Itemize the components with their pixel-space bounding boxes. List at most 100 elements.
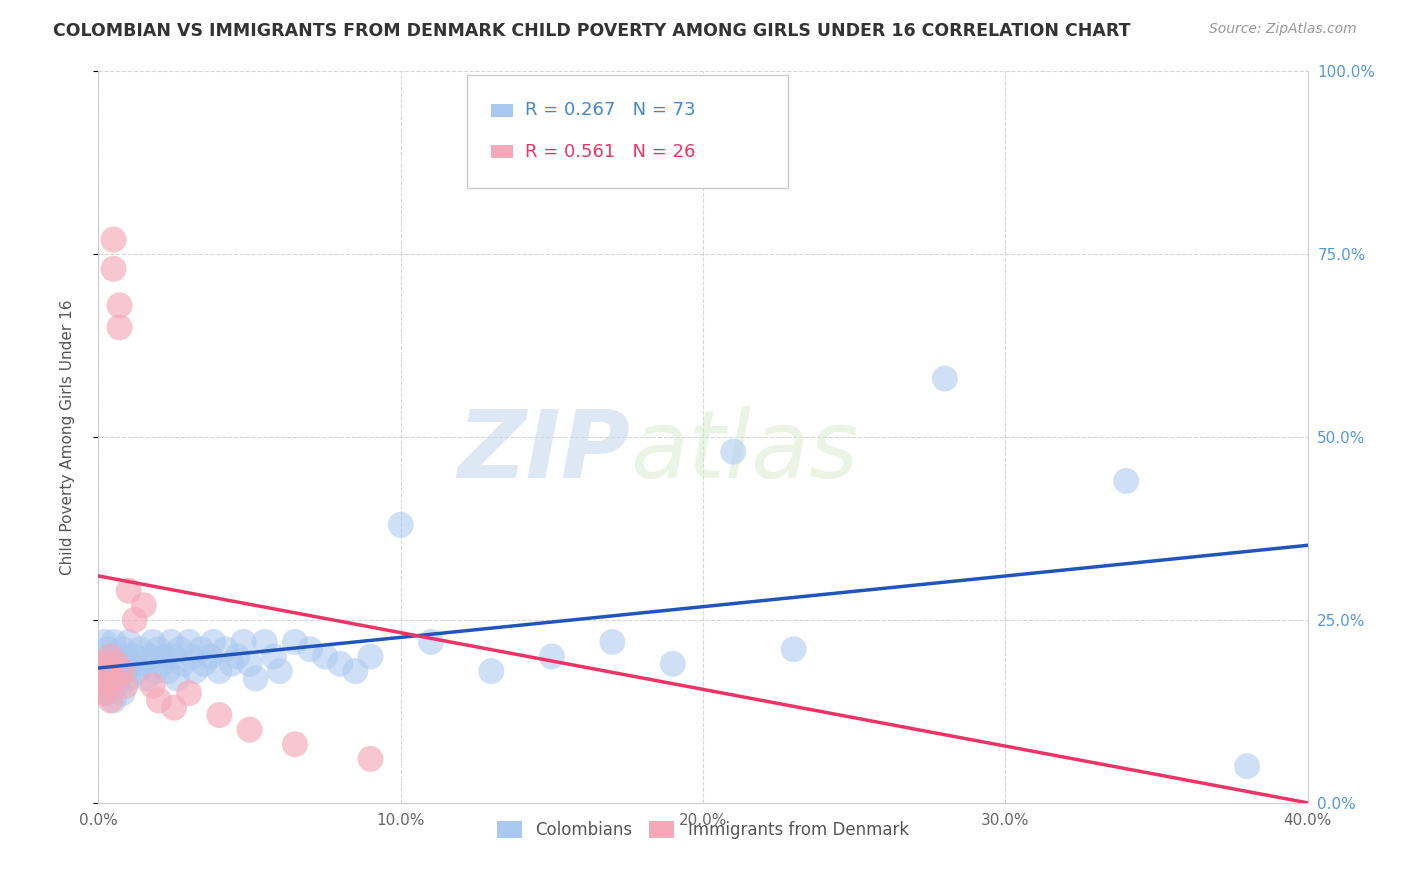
FancyBboxPatch shape [467, 75, 787, 188]
Point [153, 649, 176, 664]
Point [93, 657, 115, 671]
Point [263, 649, 285, 664]
Point [239, 723, 262, 737]
Point [96, 664, 118, 678]
Point [169, 642, 191, 657]
Point [100, 693, 122, 707]
Point [1115, 474, 1137, 488]
Point [150, 657, 173, 671]
Point [108, 672, 131, 686]
Point [132, 599, 155, 613]
Point [105, 679, 128, 693]
Point [245, 672, 267, 686]
Point [100, 649, 122, 664]
Point [344, 664, 367, 678]
Point [420, 635, 443, 649]
FancyBboxPatch shape [492, 103, 513, 117]
Point [90, 664, 112, 678]
Point [208, 664, 231, 678]
Point [389, 517, 412, 532]
Point [202, 635, 225, 649]
Point [181, 649, 204, 664]
Point [232, 635, 254, 649]
Point [111, 642, 134, 657]
Point [103, 635, 125, 649]
Point [145, 664, 167, 678]
Point [190, 642, 212, 657]
Text: R = 0.267   N = 73: R = 0.267 N = 73 [526, 101, 696, 120]
Point [148, 693, 170, 707]
Point [118, 635, 141, 649]
Point [108, 320, 131, 334]
Point [253, 635, 276, 649]
Point [1236, 759, 1258, 773]
Point [124, 649, 146, 664]
Point [108, 657, 131, 671]
Point [481, 664, 503, 678]
Point [93, 686, 115, 700]
Point [114, 649, 136, 664]
Point [108, 298, 131, 312]
Point [114, 664, 136, 678]
Point [360, 649, 382, 664]
Point [100, 672, 122, 686]
Point [166, 672, 188, 686]
Point [93, 635, 115, 649]
Point [121, 657, 143, 671]
Point [239, 657, 262, 671]
Point [118, 672, 141, 686]
Point [172, 657, 194, 671]
Point [200, 649, 222, 664]
Point [360, 752, 382, 766]
Point [299, 642, 322, 657]
Point [723, 444, 745, 458]
Point [105, 657, 128, 671]
Point [221, 657, 243, 671]
Point [100, 649, 122, 664]
Legend: Colombians, Immigrants from Denmark: Colombians, Immigrants from Denmark [491, 814, 915, 846]
Text: R = 0.561   N = 26: R = 0.561 N = 26 [526, 143, 696, 161]
Point [124, 613, 146, 627]
Point [783, 642, 806, 657]
Point [208, 708, 231, 723]
Point [111, 686, 134, 700]
Point [214, 642, 236, 657]
Point [142, 679, 165, 693]
Point [135, 672, 157, 686]
Point [127, 664, 149, 678]
Point [148, 642, 170, 657]
Point [96, 657, 118, 671]
Point [103, 261, 125, 276]
Point [139, 649, 162, 664]
FancyBboxPatch shape [492, 145, 513, 159]
Text: atlas: atlas [630, 406, 859, 497]
Point [934, 371, 956, 385]
Point [96, 679, 118, 693]
Point [163, 649, 186, 664]
Point [142, 635, 165, 649]
Point [156, 664, 179, 678]
Point [179, 686, 201, 700]
Point [129, 642, 152, 657]
Point [105, 649, 128, 664]
Point [118, 583, 141, 598]
Text: ZIP: ZIP [457, 406, 630, 498]
Point [284, 635, 307, 649]
Point [103, 693, 125, 707]
Point [103, 664, 125, 678]
Point [179, 635, 201, 649]
Point [90, 672, 112, 686]
Point [184, 664, 207, 678]
Point [329, 657, 352, 671]
Point [96, 686, 118, 700]
Point [105, 672, 128, 686]
Point [132, 657, 155, 671]
Point [284, 737, 307, 751]
Point [103, 233, 125, 247]
Point [93, 679, 115, 693]
Point [96, 642, 118, 657]
Point [160, 635, 183, 649]
Y-axis label: Child Poverty Among Girls Under 16: Child Poverty Among Girls Under 16 [60, 300, 75, 574]
Point [540, 649, 562, 664]
Text: COLOMBIAN VS IMMIGRANTS FROM DENMARK CHILD POVERTY AMONG GIRLS UNDER 16 CORRELAT: COLOMBIAN VS IMMIGRANTS FROM DENMARK CHI… [53, 22, 1130, 40]
